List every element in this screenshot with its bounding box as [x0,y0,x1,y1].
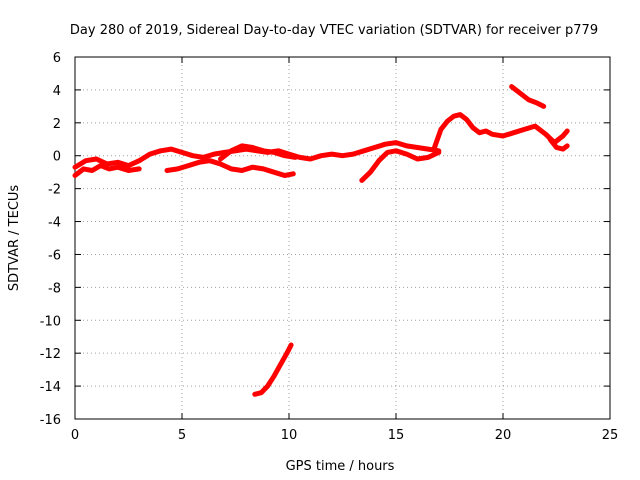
x-tick-label: 25 [602,428,619,443]
x-tick-label: 10 [281,428,298,443]
y-axis-label: SDTVAR / TECUs [7,185,22,292]
chart-title: Day 280 of 2019, Sidereal Day-to-day VTE… [70,23,598,38]
y-tick-label: 2 [53,117,61,132]
series-line-sat-c [164,158,296,178]
series-line-sat-g [547,136,570,152]
series-line-sat-e [359,148,442,183]
y-tick-label: 4 [53,84,61,99]
y-tick-label: -6 [48,248,61,263]
series-line-sat-i [252,342,294,397]
x-tick-label: 20 [495,428,512,443]
x-tick-label: 5 [178,428,186,443]
plot-frame [74,56,611,420]
grid [75,57,610,419]
y-tick-label: -16 [40,413,61,428]
series-line-sat-b [72,163,142,178]
y-tick-label: -4 [48,216,61,231]
y-tick-label: -8 [48,281,61,296]
y-tick-label: -10 [40,314,61,329]
y-tick-label: -2 [48,183,61,198]
x-tick-label: 0 [71,428,79,443]
series-line-sat-f [432,112,570,150]
series-line-sat-d [218,143,298,162]
y-tick-label: -14 [40,380,61,395]
y-tick-label: 6 [53,51,61,66]
data-series [72,84,570,397]
y-tick-label: 0 [53,150,61,165]
x-axis-label: GPS time / hours [286,459,395,474]
x-tick-label: 15 [388,428,405,443]
series-line-sat-h [509,84,547,109]
y-tick-label: -12 [40,347,61,362]
axis-ticks: 0 5 10 15 20 25 -16 -14 -12 -10 -8 -6 -4 -2 0 2 4 6 [40,51,619,443]
